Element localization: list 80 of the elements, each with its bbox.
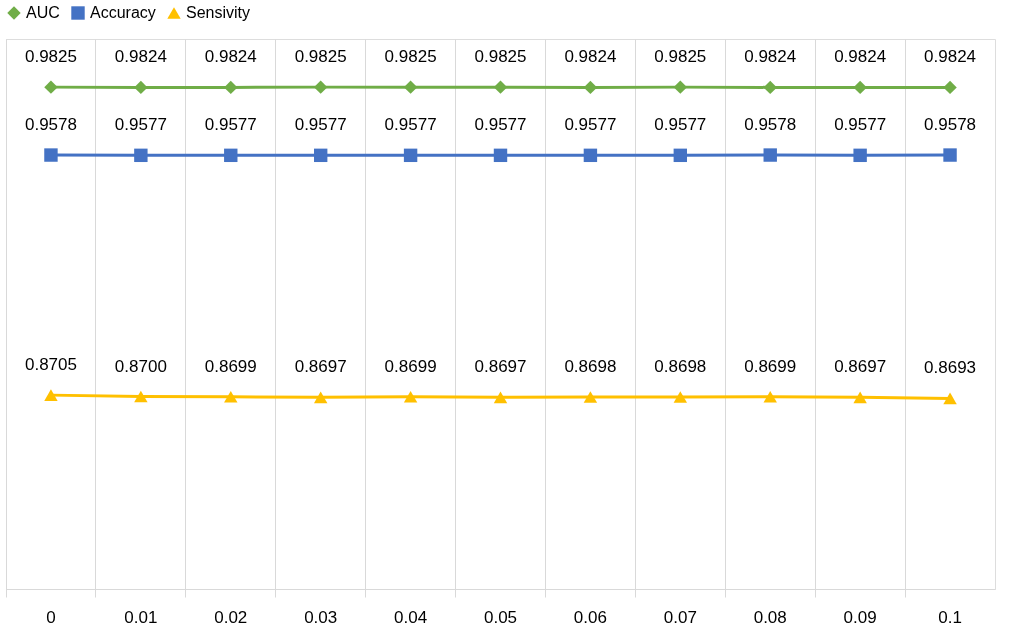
legend-label: Accuracy bbox=[90, 4, 156, 21]
data-label: 0.9577 bbox=[384, 115, 437, 135]
point bbox=[403, 390, 418, 403]
point bbox=[583, 391, 598, 403]
point bbox=[943, 392, 957, 405]
data-label: 0.9578 bbox=[24, 115, 77, 135]
x-tick-label: 0.02 bbox=[214, 607, 248, 627]
point bbox=[313, 80, 328, 94]
x-tick-label: 0.08 bbox=[753, 607, 787, 627]
point bbox=[403, 148, 418, 163]
data-label: 0.8699 bbox=[204, 356, 257, 376]
point bbox=[673, 80, 688, 94]
x-tick-label: 0 bbox=[46, 607, 56, 627]
point bbox=[673, 391, 688, 403]
point bbox=[493, 80, 508, 94]
data-label: 0.8697 bbox=[834, 357, 887, 377]
point bbox=[313, 391, 328, 404]
point bbox=[763, 390, 777, 403]
x-tick-label: 0.03 bbox=[304, 607, 338, 627]
data-label: 0.8699 bbox=[384, 356, 437, 376]
point bbox=[134, 148, 148, 163]
point bbox=[134, 80, 148, 95]
point bbox=[763, 148, 777, 162]
data-label: 0.8697 bbox=[474, 357, 527, 377]
data-label: 0.9824 bbox=[834, 47, 887, 67]
point bbox=[853, 80, 867, 95]
x-tick-label: 0.09 bbox=[843, 607, 877, 627]
data-label: 0.8697 bbox=[294, 357, 347, 377]
data-label: 0.9577 bbox=[654, 115, 707, 135]
data-label: 0.9825 bbox=[294, 47, 347, 67]
x-tick-label: 0.04 bbox=[394, 607, 428, 627]
data-label: 0.8693 bbox=[924, 358, 977, 378]
point bbox=[134, 390, 148, 403]
data-label: 0.9577 bbox=[294, 115, 347, 135]
x-tick-label: 0.07 bbox=[663, 607, 697, 627]
data-label: 0.9824 bbox=[924, 47, 977, 67]
x-tick-label: 0.01 bbox=[124, 607, 158, 627]
point bbox=[493, 391, 508, 404]
data-label: 0.9825 bbox=[474, 47, 527, 67]
point bbox=[853, 148, 867, 163]
point bbox=[943, 80, 957, 95]
data-label: 0.9824 bbox=[564, 47, 617, 67]
point bbox=[853, 391, 867, 404]
point bbox=[44, 80, 58, 94]
data-label: 0.8698 bbox=[654, 357, 707, 377]
data-label: 0.8705 bbox=[24, 355, 77, 375]
data-label: 0.9577 bbox=[474, 115, 527, 135]
data-label: 0.8699 bbox=[744, 356, 797, 376]
point bbox=[44, 148, 58, 162]
data-label: 0.9578 bbox=[744, 115, 797, 135]
point bbox=[763, 80, 777, 95]
data-label: 0.9824 bbox=[114, 47, 167, 67]
point bbox=[224, 148, 238, 163]
data-label: 0.9577 bbox=[204, 115, 257, 135]
data-label: 0.9825 bbox=[384, 47, 437, 67]
x-tick-label: 0.1 bbox=[938, 607, 962, 627]
data-label: 0.9824 bbox=[204, 47, 257, 67]
point bbox=[943, 148, 957, 162]
point bbox=[673, 148, 688, 163]
legend-label: Sensivity bbox=[186, 4, 251, 21]
x-tick-label: 0.06 bbox=[573, 607, 607, 627]
point bbox=[224, 80, 238, 95]
point bbox=[224, 390, 238, 403]
x-tick-label: 0.05 bbox=[483, 607, 518, 627]
data-label: 0.9825 bbox=[24, 47, 77, 67]
data-label: 0.9577 bbox=[114, 115, 167, 135]
point bbox=[493, 148, 508, 163]
point bbox=[44, 389, 58, 401]
data-label: 0.9577 bbox=[834, 115, 887, 135]
legend-label: AUC bbox=[26, 4, 60, 21]
data-label: 0.9825 bbox=[654, 47, 707, 67]
point bbox=[313, 148, 328, 163]
data-label: 0.8700 bbox=[114, 356, 167, 376]
data-label: 0.9824 bbox=[744, 47, 797, 67]
point bbox=[583, 148, 598, 163]
point bbox=[403, 80, 418, 94]
data-label: 0.9577 bbox=[564, 115, 617, 135]
data-label: 0.8698 bbox=[564, 357, 617, 377]
point bbox=[583, 80, 598, 95]
data-label: 0.9578 bbox=[924, 115, 977, 135]
